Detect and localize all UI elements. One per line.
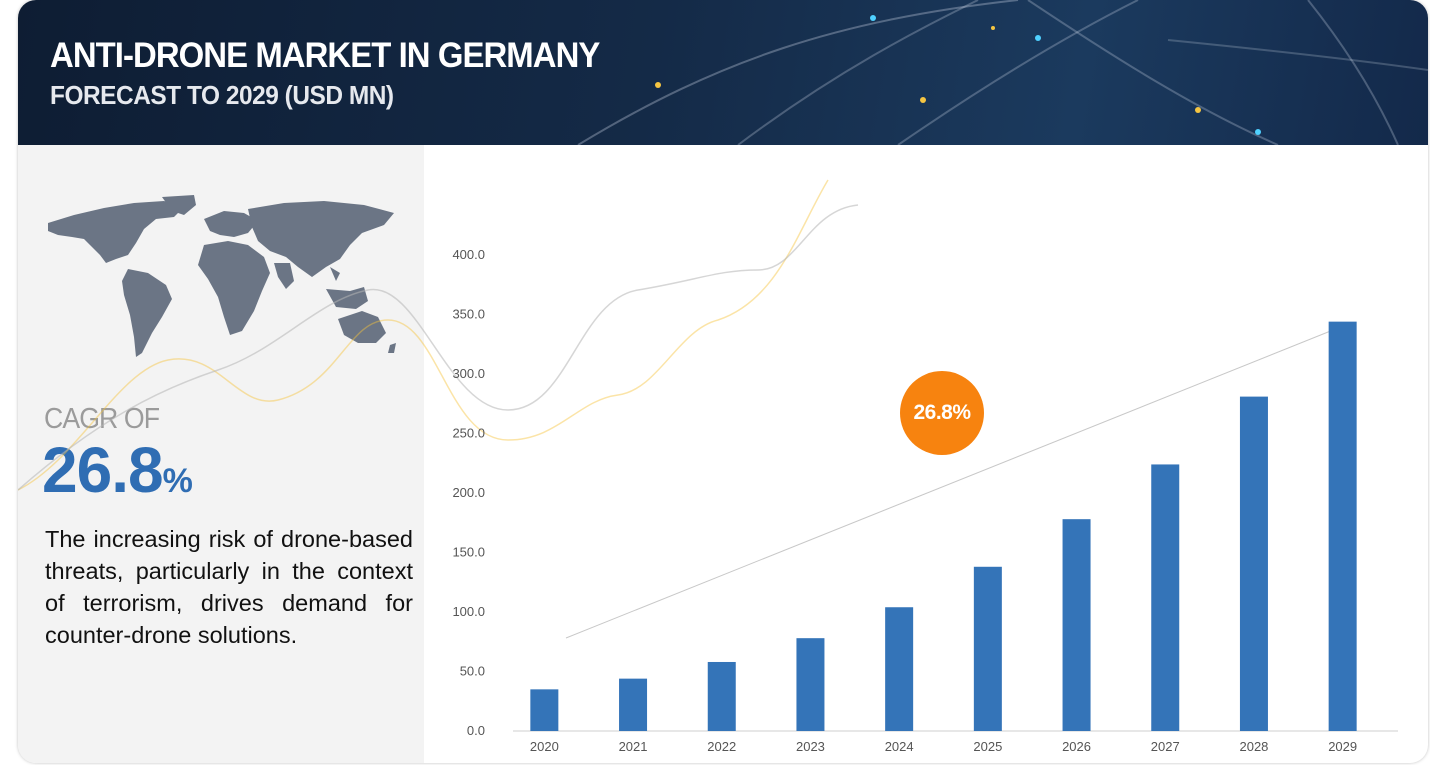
- x-tick-label: 2027: [1151, 739, 1180, 754]
- x-tick-label: 2020: [530, 739, 559, 754]
- bar-2021: [619, 678, 648, 731]
- bar-2023: [796, 638, 825, 731]
- y-tick-label: 100.0: [452, 604, 485, 619]
- x-axis: 2020 2021 2022 2023 2024 2025 2026 2027 2028 2029: [530, 739, 1357, 754]
- cagr-label: CAGR OF: [44, 403, 160, 435]
- bar-chart: 0.0 50.0 100.0 150.0 200.0 250.0 300.0 350.0 400…: [18, 179, 1398, 754]
- x-tick-label: 2023: [796, 739, 825, 754]
- y-tick-label: 250.0: [452, 426, 485, 441]
- market-driver-text: The increasing risk of drone-based threa…: [45, 526, 413, 648]
- banner-decoration: [577, 0, 1428, 145]
- header-banner: ANTI-DRONE MARKET IN GERMANY FORECAST TO…: [18, 0, 1428, 145]
- x-tick-label: 2021: [619, 739, 648, 754]
- y-tick-label: 350.0: [452, 307, 485, 322]
- page-subtitle: FORECAST TO 2029 (USD MN): [50, 80, 394, 110]
- trend-arrow-line: [565, 323, 1349, 639]
- x-tick-label: 2022: [707, 739, 736, 754]
- bar-2025: [973, 566, 1002, 731]
- x-tick-label: 2028: [1239, 739, 1268, 754]
- y-tick-label: 400.0: [452, 247, 485, 262]
- bar-series: [530, 321, 1357, 731]
- bar-2022: [707, 661, 736, 731]
- bar-2029: [1328, 321, 1357, 731]
- x-tick-label: 2024: [885, 739, 914, 754]
- infographic-card: ANTI-DRONE MARKET IN GERMANY FORECAST TO…: [18, 0, 1428, 763]
- cagr-value: 26.8%: [42, 433, 193, 507]
- bar-2020: [530, 689, 559, 731]
- y-tick-label: 150.0: [452, 545, 485, 560]
- bar-2024: [885, 607, 914, 731]
- page-title: ANTI-DRONE MARKET IN GERMANY: [50, 36, 600, 75]
- summary-panel: CAGR OF 26.8% The increasing risk of dro…: [18, 145, 424, 763]
- bar-2028: [1239, 396, 1268, 731]
- bar-2026: [1062, 519, 1091, 731]
- cagr-unit: %: [162, 462, 193, 500]
- world-map-icon: [48, 195, 396, 357]
- cagr-number: 26.8: [42, 434, 164, 506]
- y-axis: 0.0 50.0 100.0 150.0 200.0 250.0 300.0 350.0 400…: [452, 247, 485, 738]
- y-tick-label: 200.0: [452, 485, 485, 500]
- x-tick-label: 2026: [1062, 739, 1091, 754]
- y-tick-label: 300.0: [452, 366, 485, 381]
- decorative-swoosh-gold: [18, 179, 829, 491]
- bar-2027: [1151, 464, 1180, 731]
- y-tick-label: 50.0: [460, 664, 485, 679]
- decorative-swoosh-grey: [18, 204, 859, 491]
- growth-badge: 26.8%: [900, 371, 984, 455]
- x-tick-label: 2029: [1328, 739, 1357, 754]
- y-tick-label: 0.0: [467, 723, 485, 738]
- x-tick-label: 2025: [973, 739, 1002, 754]
